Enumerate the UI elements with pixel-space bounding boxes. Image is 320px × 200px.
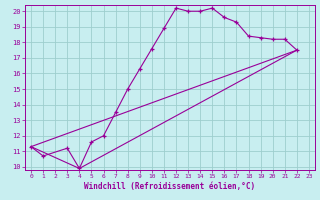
X-axis label: Windchill (Refroidissement éolien,°C): Windchill (Refroidissement éolien,°C): [84, 182, 256, 191]
